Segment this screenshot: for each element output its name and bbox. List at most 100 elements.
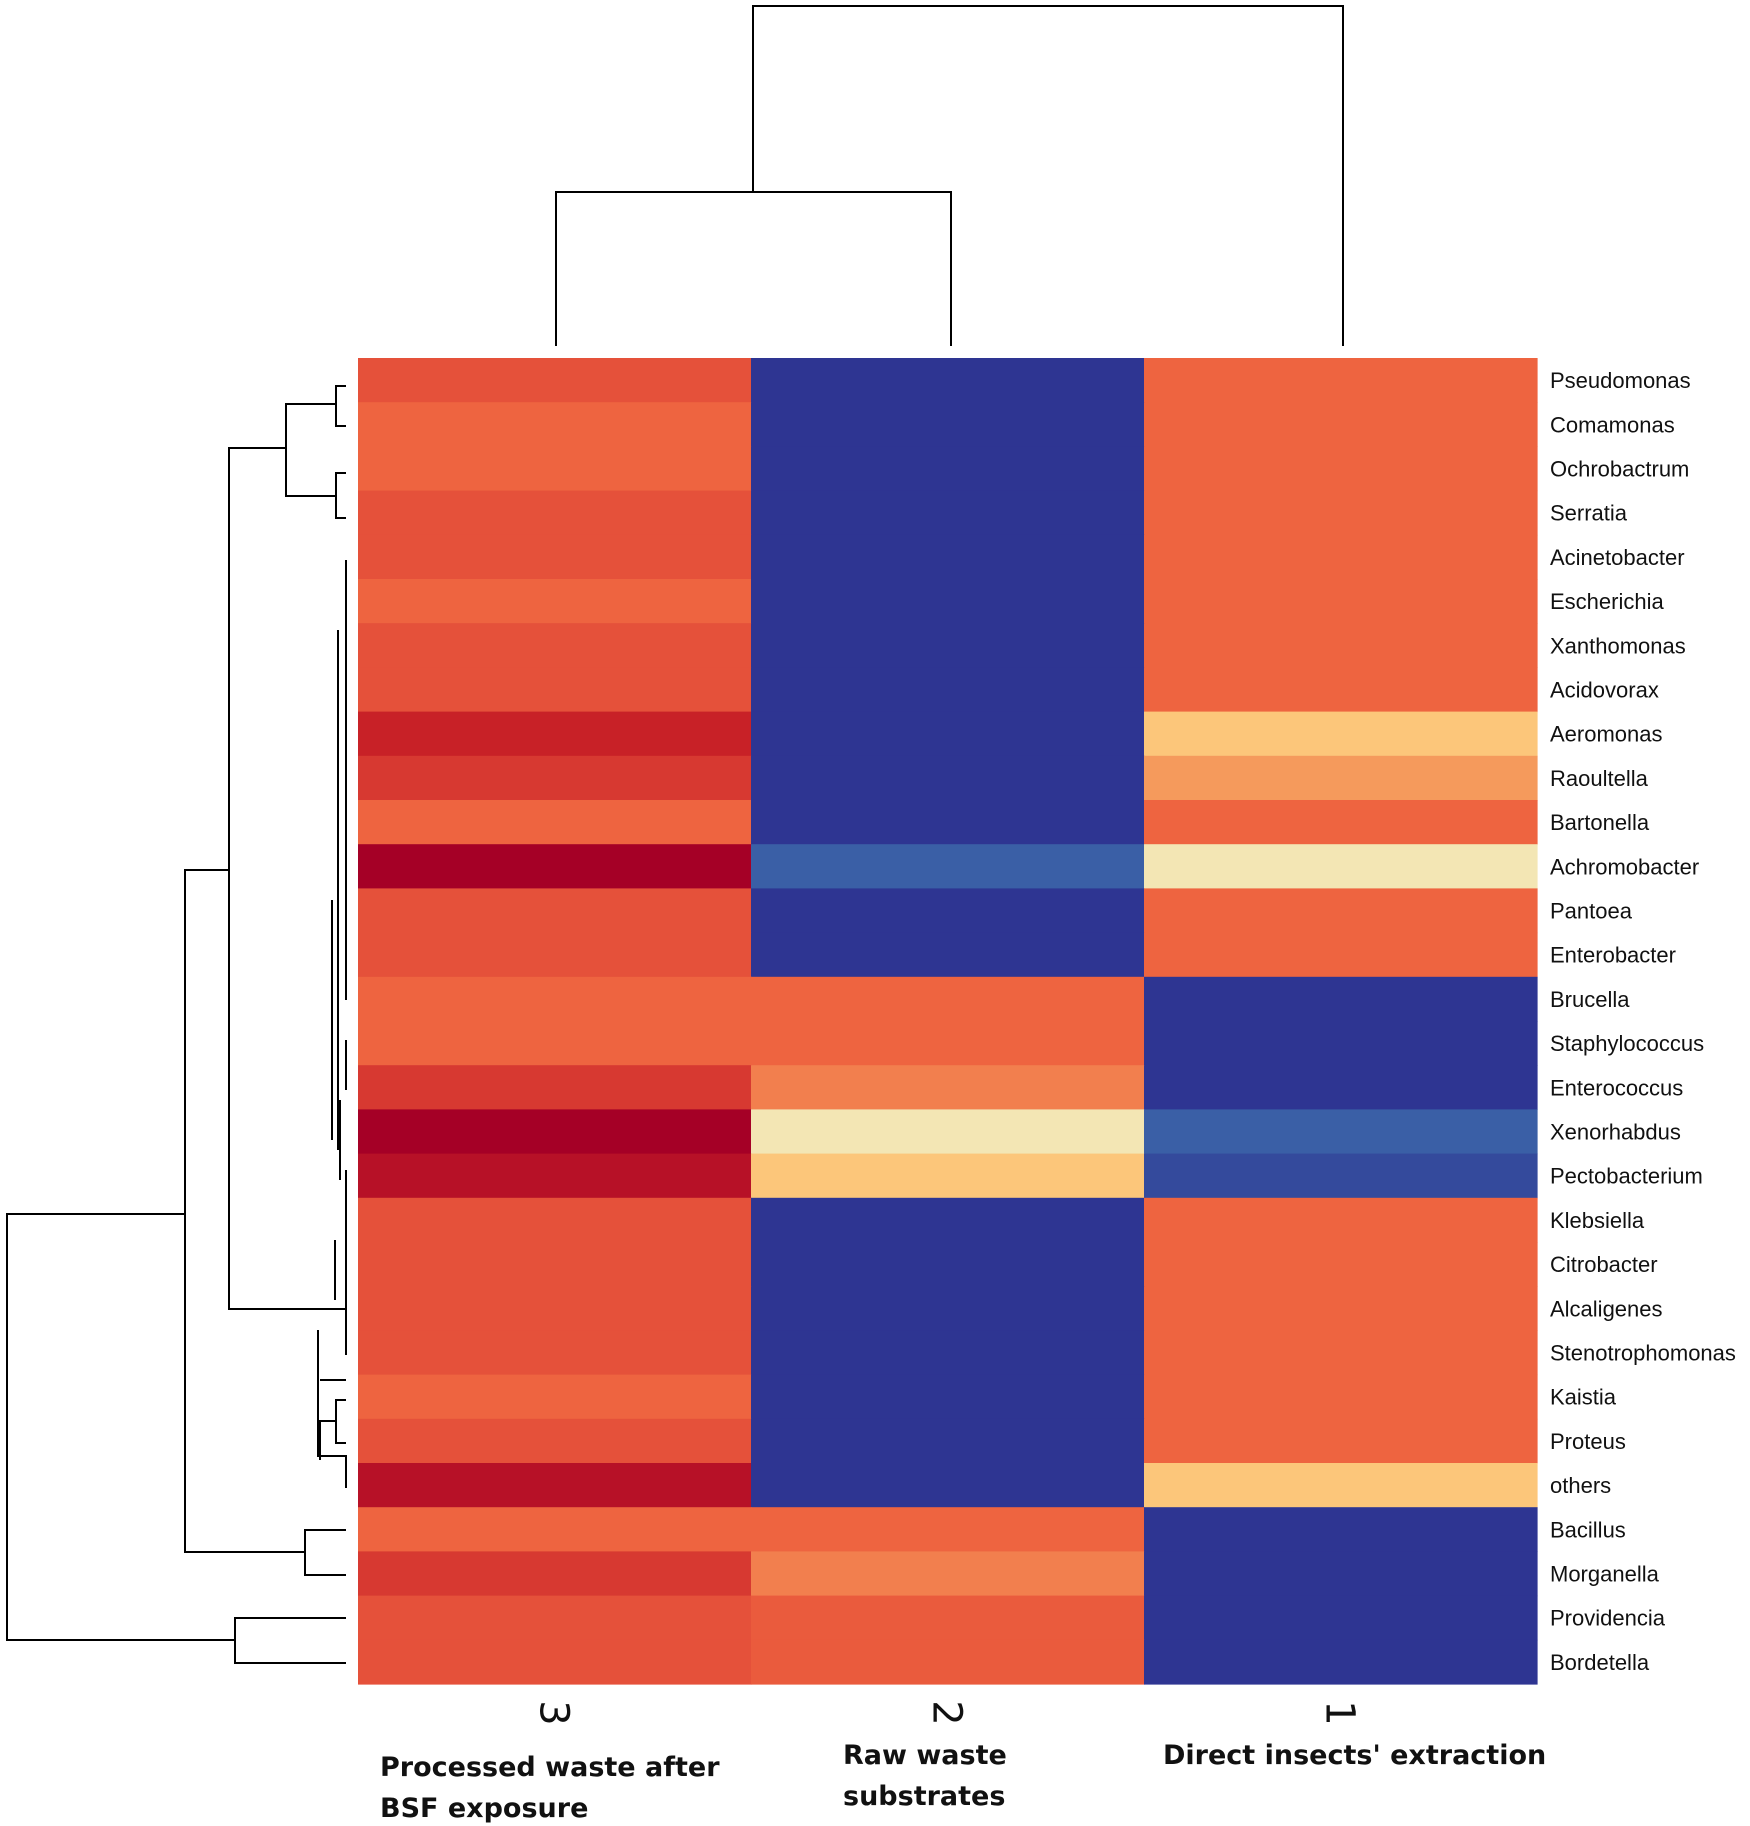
heatmap-cell <box>751 711 1145 757</box>
row-labels: Pseudomonas Comamonas Ochrobactrum Serratia… <box>1550 368 1736 1675</box>
column-caption: BSF exposure <box>380 1793 588 1824</box>
heatmap-cell <box>358 1595 752 1641</box>
heatmap-cell <box>358 1286 752 1331</box>
row-label: Aeromonas <box>1550 722 1663 747</box>
heatmap-cell <box>358 888 752 934</box>
row-label: Alcaligenes <box>1550 1296 1663 1321</box>
heatmap-cell <box>1144 1021 1538 1066</box>
row-label: Staphylococcus <box>1550 1031 1704 1056</box>
row-label: Enterobacter <box>1550 943 1676 968</box>
row-label: Brucella <box>1550 987 1630 1012</box>
heatmap-cell <box>358 623 752 668</box>
heatmap-cell <box>751 446 1145 492</box>
heatmap-cell <box>751 1463 1145 1508</box>
heatmap-cell <box>1144 932 1538 978</box>
heatmap-cell <box>1144 1286 1538 1331</box>
heatmap-cell <box>751 1021 1145 1066</box>
heatmap-cell <box>751 800 1145 845</box>
row-dendro-main <box>228 447 346 1310</box>
row-label: Pantoea <box>1550 899 1633 924</box>
heatmap-cell <box>751 623 1145 668</box>
row-dendro-main <box>6 1213 235 1641</box>
heatmap-cell <box>1144 1109 1538 1155</box>
heatmap-cell <box>358 932 752 978</box>
row-label: Proteus <box>1550 1429 1626 1454</box>
heatmap-cell <box>358 667 752 713</box>
heatmap-cell <box>1144 711 1538 757</box>
row-label: others <box>1550 1473 1611 1498</box>
heatmap-cell <box>751 888 1145 934</box>
heatmap-cell <box>1144 667 1538 713</box>
column-caption: substrates <box>843 1781 1005 1812</box>
row-label: Enterococcus <box>1550 1075 1683 1100</box>
heatmap-cell <box>1144 1330 1538 1376</box>
row-label: Bordetella <box>1550 1650 1650 1675</box>
heatmap-cell <box>1144 1595 1538 1641</box>
heatmap-cell <box>358 579 752 624</box>
column-caption: Processed waste after <box>380 1752 720 1783</box>
row-dendro-main <box>234 1617 346 1664</box>
heatmap-cell <box>1144 976 1538 1022</box>
heatmap-cell <box>358 1021 752 1066</box>
row-label: Comamonas <box>1550 412 1675 437</box>
row-label: Bartonella <box>1550 810 1650 835</box>
col-dendro-branch-3-2 <box>555 191 952 346</box>
heatmap-cell <box>751 755 1145 801</box>
heatmap-cell <box>751 1507 1145 1552</box>
heatmap-cell <box>358 711 752 757</box>
heatmap-cell <box>358 844 752 889</box>
heatmap-cell <box>1144 1065 1538 1110</box>
heatmap-cell <box>358 358 752 403</box>
heatmap-cell <box>751 932 1145 978</box>
heatmap-cell <box>358 1197 752 1243</box>
heatmap-cell <box>751 1197 1145 1243</box>
heatmap-cell <box>751 402 1145 447</box>
heatmap-cell <box>751 1153 1145 1199</box>
heatmap-cell <box>358 534 752 580</box>
heatmap-cell <box>1144 888 1538 934</box>
row-label: Morganella <box>1550 1562 1660 1587</box>
heatmap-cell <box>358 1551 752 1597</box>
heatmap-cell <box>1144 1197 1538 1243</box>
column-caption: Direct insects' extraction <box>1163 1740 1546 1771</box>
heatmap-cell <box>1144 755 1538 801</box>
row-label: Serratia <box>1550 501 1628 526</box>
row-dendro-main <box>184 869 305 1553</box>
heatmap-cell <box>358 1463 752 1508</box>
heatmap-cell <box>358 490 752 536</box>
row-label: Xanthomonas <box>1550 633 1686 658</box>
heatmap-cell <box>751 1286 1145 1331</box>
heatmap-cell <box>751 358 1145 403</box>
heatmap-cell <box>751 1109 1145 1155</box>
heatmap-cell <box>1144 402 1538 447</box>
heatmap-cell <box>358 755 752 801</box>
heatmap-cell <box>751 490 1145 536</box>
row-label: Acinetobacter <box>1550 545 1685 570</box>
row-dendro-main <box>335 472 346 519</box>
heatmap-cell <box>1144 358 1538 403</box>
heatmap-cell <box>751 1374 1145 1420</box>
heatmap-cell <box>751 1595 1145 1641</box>
heatmap-cell <box>358 1374 752 1420</box>
heatmap-cell <box>751 1639 1145 1685</box>
row-dendrogram <box>6 385 347 1664</box>
heatmap-cell <box>358 1639 752 1685</box>
heatmap-cell <box>1144 1374 1538 1420</box>
heatmap-cell <box>1144 1507 1538 1552</box>
row-label: Xenorhabdus <box>1550 1120 1681 1145</box>
row-dendro-main <box>319 1420 336 1460</box>
row-dendro-main <box>304 1529 346 1576</box>
row-label: Pectobacterium <box>1550 1164 1703 1189</box>
heatmap-cell <box>358 1065 752 1110</box>
row-label: Pseudomonas <box>1550 368 1691 393</box>
row-label: Escherichia <box>1550 589 1664 614</box>
row-dendro-main <box>285 403 336 497</box>
heatmap-cell <box>1144 1551 1538 1597</box>
heatmap-cell <box>751 1065 1145 1110</box>
heatmap-cell <box>358 1418 752 1464</box>
row-dendro-main <box>317 1330 347 1488</box>
heatmap-cell <box>1144 579 1538 624</box>
heatmap-cell <box>751 1418 1145 1464</box>
heatmap-cell <box>1144 1463 1538 1508</box>
heatmap-cell <box>358 1330 752 1376</box>
